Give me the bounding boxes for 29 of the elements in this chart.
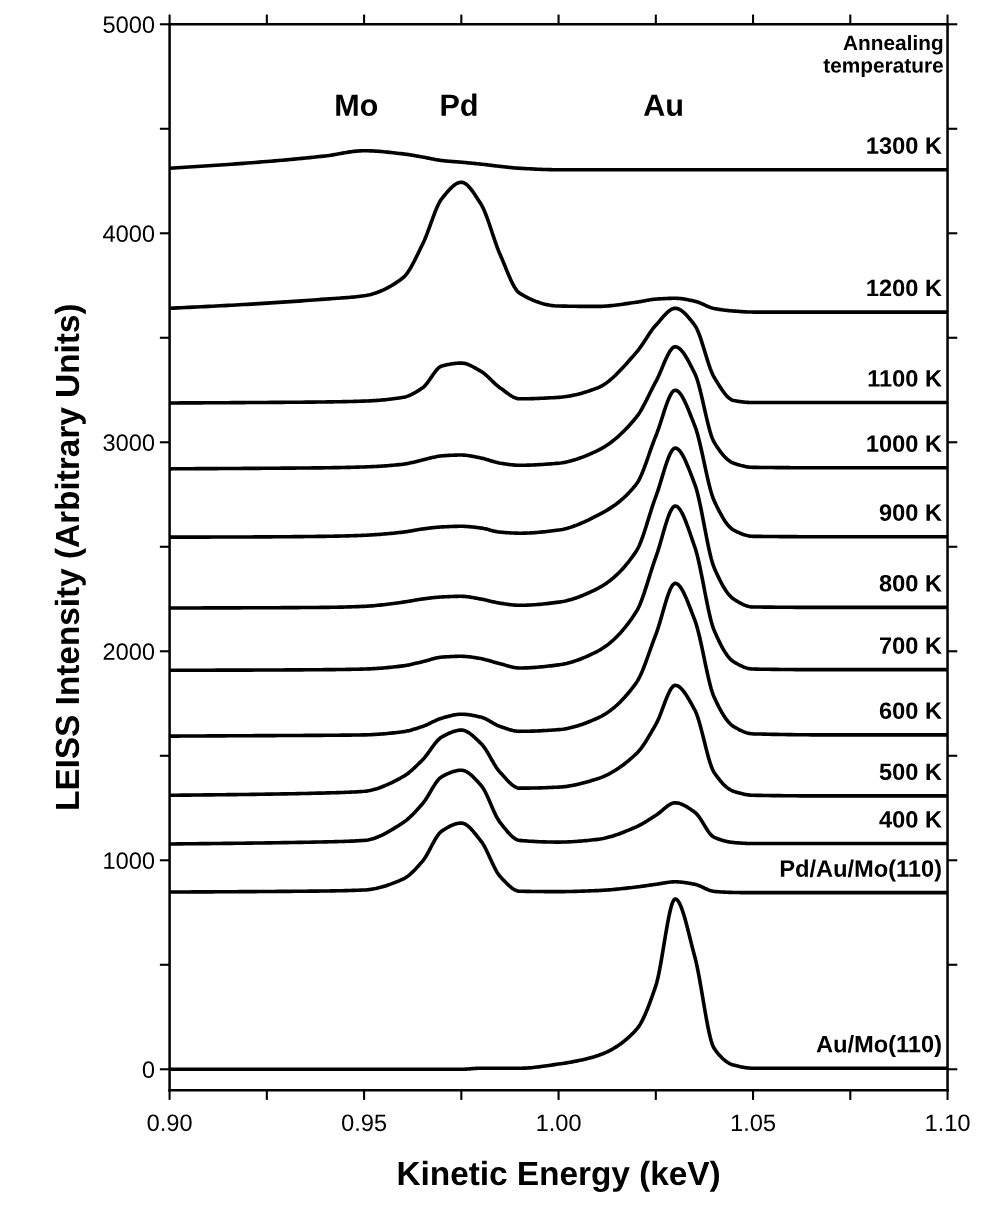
series-label: 400 K [879, 811, 942, 828]
annotation: Pd [441, 93, 477, 117]
y-tick-label: 0 [142, 1061, 155, 1079]
y-tick-label: 4000 [103, 225, 155, 243]
legend-label: 800 K [879, 574, 942, 592]
legend-label: 1000 K [867, 435, 942, 452]
series-label: 1100 K [868, 370, 942, 387]
x-tick-label: 0.95 [342, 1114, 387, 1132]
x-tick-label: 0.90 [147, 1114, 192, 1132]
x-tick-label: 1.10 [926, 1114, 970, 1132]
y-tick-label: 5000 [103, 16, 155, 34]
x-tick-label: 1.05 [731, 1114, 776, 1132]
legend-label: 1300 K [867, 137, 942, 154]
legend-label: 500 K [879, 763, 942, 781]
series-label: 900 K [879, 504, 942, 521]
y-tick-label: 2000 [103, 643, 155, 661]
x-axis-title: Kinetic Energy (keV) [398, 1160, 720, 1193]
annotation: Au [643, 94, 682, 117]
legend-label: Pd/Au/Mo(110) [780, 859, 941, 882]
y-axis-title: LEISS Intensity (Arbitrary Units) [54, 305, 86, 809]
series-label: 1200 K [867, 279, 942, 297]
x-tick-label: 1.00 [537, 1114, 581, 1132]
annotation: Mo [336, 94, 378, 117]
y-tick-label: 1000 [104, 852, 155, 870]
annotation: Annealing temperature [823, 34, 943, 77]
series-label: 700 K [880, 637, 942, 654]
series-label: Au/Mo(110) [816, 1035, 941, 1058]
y-tick-label: 3000 [103, 434, 155, 452]
series-label: 600 K [879, 702, 942, 720]
